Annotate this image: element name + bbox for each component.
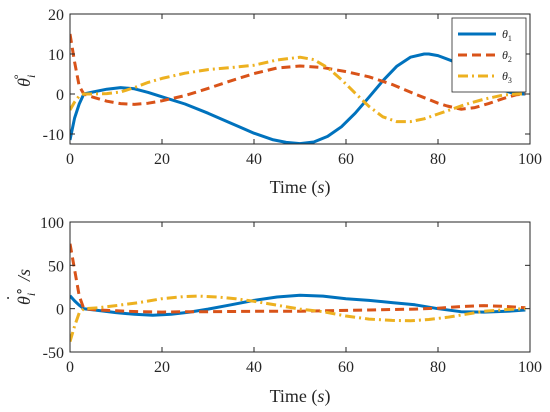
legend-entry-theta1: θ1 <box>458 27 512 43</box>
top-y-tick-label: -10 <box>43 127 64 144</box>
bottom-y-axis-title: θi∘/s <box>12 269 38 305</box>
bottom-y-tick-label: 50 <box>48 258 64 275</box>
bottom-x-tick-label: 60 <box>338 359 354 376</box>
top-x-tick-label: 20 <box>154 151 170 168</box>
top-x-tick-label: 60 <box>338 151 354 168</box>
legend-entry-theta3: θ3 <box>458 69 512 85</box>
bottom-x-tick-label: 100 <box>518 359 542 376</box>
top-legend: θ1 θ2 θ3 <box>451 17 527 93</box>
bottom-x-axis-title: Time (s) <box>270 386 331 407</box>
top-x-tick-label: 0 <box>66 151 74 168</box>
top-y-tick-label: 0 <box>56 87 64 104</box>
legend-label-theta3: θ3 <box>502 69 512 85</box>
bottom-y-tick-label: 100 <box>40 215 64 232</box>
bottom-x-tick-label: 20 <box>154 359 170 376</box>
top-axes-frame <box>69 13 531 145</box>
top-x-axis-title: Time (s) <box>270 177 331 198</box>
top-x-tick-label: 100 <box>518 151 542 168</box>
top-y-tick-label: 10 <box>48 47 64 64</box>
bottom-series-group <box>70 243 526 343</box>
top-series-line-theta3 <box>70 55 526 124</box>
bottom-y-tick-label: -50 <box>43 345 64 362</box>
top-y-axis-title: θi∘ <box>9 73 38 87</box>
bottom-y-tick-label: 0 <box>56 302 64 319</box>
bottom-x-tick-label: 0 <box>66 359 74 376</box>
legend-label-theta2: θ2 <box>502 48 512 64</box>
top-x-tick-label: 80 <box>430 151 446 168</box>
top-series-line-theta2 <box>70 33 526 111</box>
bottom-x-tick-label: 80 <box>430 359 446 376</box>
bottom-axes-frame <box>69 221 531 353</box>
top-x-tick-label: 40 <box>246 151 262 168</box>
bottom-x-tick-label: 40 <box>246 359 262 376</box>
top-y-tick-label: 20 <box>48 7 64 24</box>
legend-label-theta1: θ1 <box>502 27 512 43</box>
legend-entry-theta2: θ2 <box>458 48 512 64</box>
derivative-dot: ˙ <box>3 295 23 301</box>
